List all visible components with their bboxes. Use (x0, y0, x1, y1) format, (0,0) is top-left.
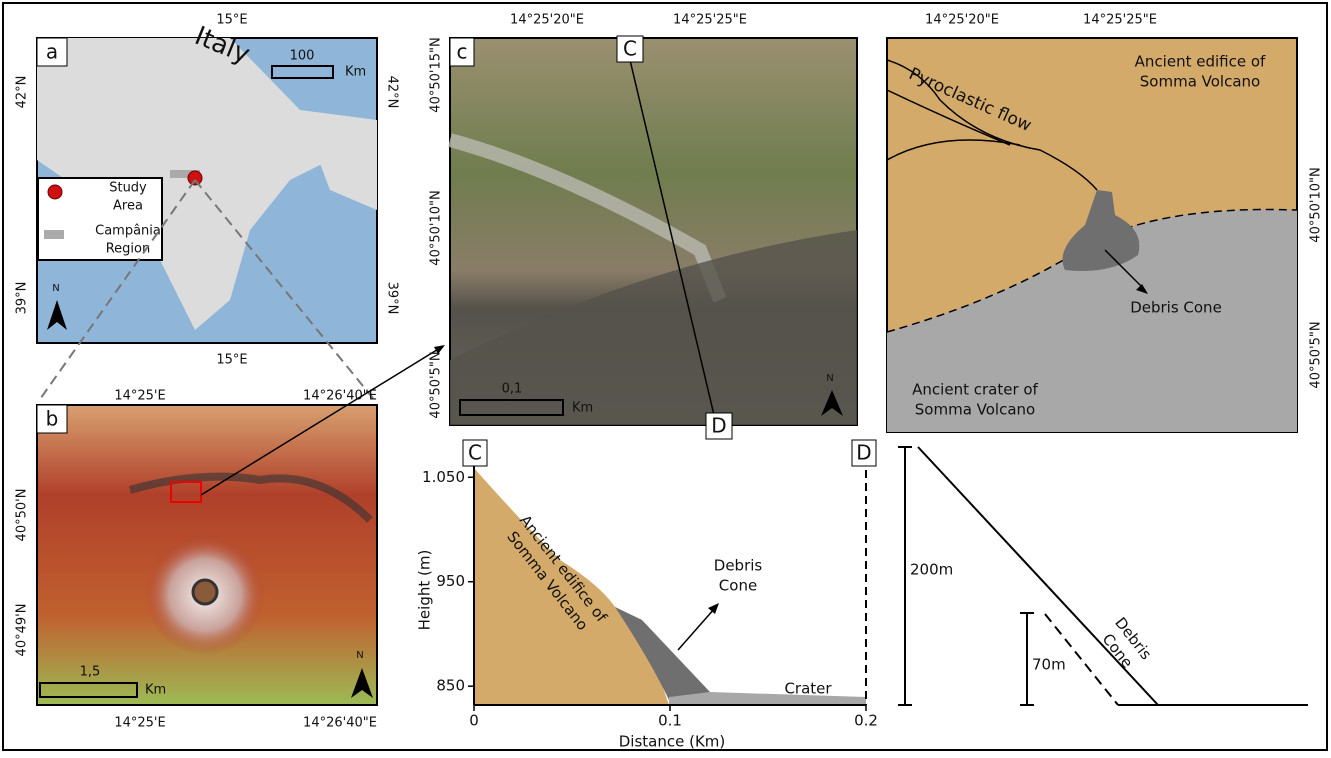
panel-c: c C D 14°25'20"E 14°25'25"E 40°50'15"N 4… (429, 13, 858, 440)
panel-a: a Italy 100 Km 15°E 15°E 42°N 39°N 42°N … (15, 13, 400, 368)
x-tick-label: 14°25'E (114, 389, 165, 404)
x-tick-label: 14°26'40"E (303, 716, 377, 731)
map-label: Ancient crater of (912, 381, 1038, 399)
x-tick-label: 14°25'25"E (673, 13, 747, 28)
legend-label: Study (109, 181, 147, 196)
panel-label: b (46, 407, 59, 431)
profile-label: Crater (784, 680, 832, 698)
scale-unit: Km (345, 65, 366, 80)
scale-value: 100 (290, 49, 315, 64)
y-tick-label: 40°49'N (15, 604, 30, 657)
y-tick-label: 39°N (385, 282, 400, 315)
dimension-label: 70m (1032, 656, 1066, 674)
profile-label: Cone (719, 577, 757, 595)
x-axis-title: Distance (Km) (619, 733, 726, 751)
panel-d: 14°25'20"E 14°25'25"E 40°50'10"N 40°50'5… (887, 13, 1324, 433)
x-tick-label: 14°25'20"E (510, 13, 584, 28)
legend-label: Region (106, 242, 151, 257)
y-tick-label: 40°50'N (15, 489, 30, 542)
y-tick-label: 950 (436, 572, 465, 590)
panel-label: a (46, 40, 58, 64)
x-tick-label: 15°E (216, 353, 247, 368)
x-tick-label: 0.1 (658, 712, 682, 730)
section-label: D (856, 441, 871, 465)
scale-value: 1,5 (80, 665, 101, 680)
y-tick-label: 40°50'5"N (429, 351, 444, 418)
y-tick-label: 42°N (15, 76, 30, 109)
figure: a Italy 100 Km 15°E 15°E 42°N 39°N 42°N … (0, 0, 1331, 754)
section-label: C (623, 37, 637, 61)
y-axis-title: Height (m) (416, 550, 434, 631)
dimension-label: 200m (910, 561, 953, 579)
panel-label: c (457, 40, 468, 64)
schematic: 200m 70m Debris Cone (898, 447, 1308, 705)
y-tick-label: 40°50'5"N (1309, 321, 1324, 388)
north-label: N (356, 650, 363, 661)
y-tick-label: 40°50'10"N (429, 190, 444, 265)
section-label: C (468, 441, 482, 465)
x-tick-label: 14°25'E (114, 716, 165, 731)
legend-label: Area (113, 199, 143, 214)
y-tick-label: 42°N (385, 76, 400, 109)
map-label: Ancient edifice of (1135, 53, 1266, 71)
x-tick-label: 15°E (216, 13, 247, 28)
x-tick-label: 14°25'20"E (925, 13, 999, 28)
x-tick-label: 14°25'25"E (1083, 13, 1157, 28)
y-tick-label: 39°N (15, 282, 30, 315)
y-tick-label: 40°50'15"N (429, 37, 444, 112)
x-tick-label: 0.2 (854, 712, 878, 730)
section-label: D (711, 414, 726, 438)
map-label: Somma Volcano (1140, 73, 1260, 91)
north-label: N (826, 373, 833, 384)
legend-label: Campânia (95, 224, 161, 239)
x-tick-label: 0 (469, 712, 479, 730)
panel-b: b 14°25'E 14°26'40"E 14°25'E 14°26'40"E … (15, 389, 378, 731)
y-tick-label: 850 (436, 677, 465, 695)
y-tick-label: 40°50'10"N (1309, 167, 1324, 242)
map-label: Somma Volcano (915, 401, 1035, 419)
x-tick-label: 14°26'40"E (303, 389, 377, 404)
map-label: Debris Cone (1130, 299, 1222, 317)
scale-unit: Km (572, 401, 593, 416)
profile-label: Debris (714, 557, 763, 575)
north-label: N (52, 283, 59, 294)
scale-unit: Km (145, 683, 166, 698)
y-tick-label: 1.050 (422, 468, 465, 486)
profile: C D Height (m) Distance (Km) Ancient edi… (416, 440, 878, 751)
scale-value: 0,1 (502, 382, 523, 397)
